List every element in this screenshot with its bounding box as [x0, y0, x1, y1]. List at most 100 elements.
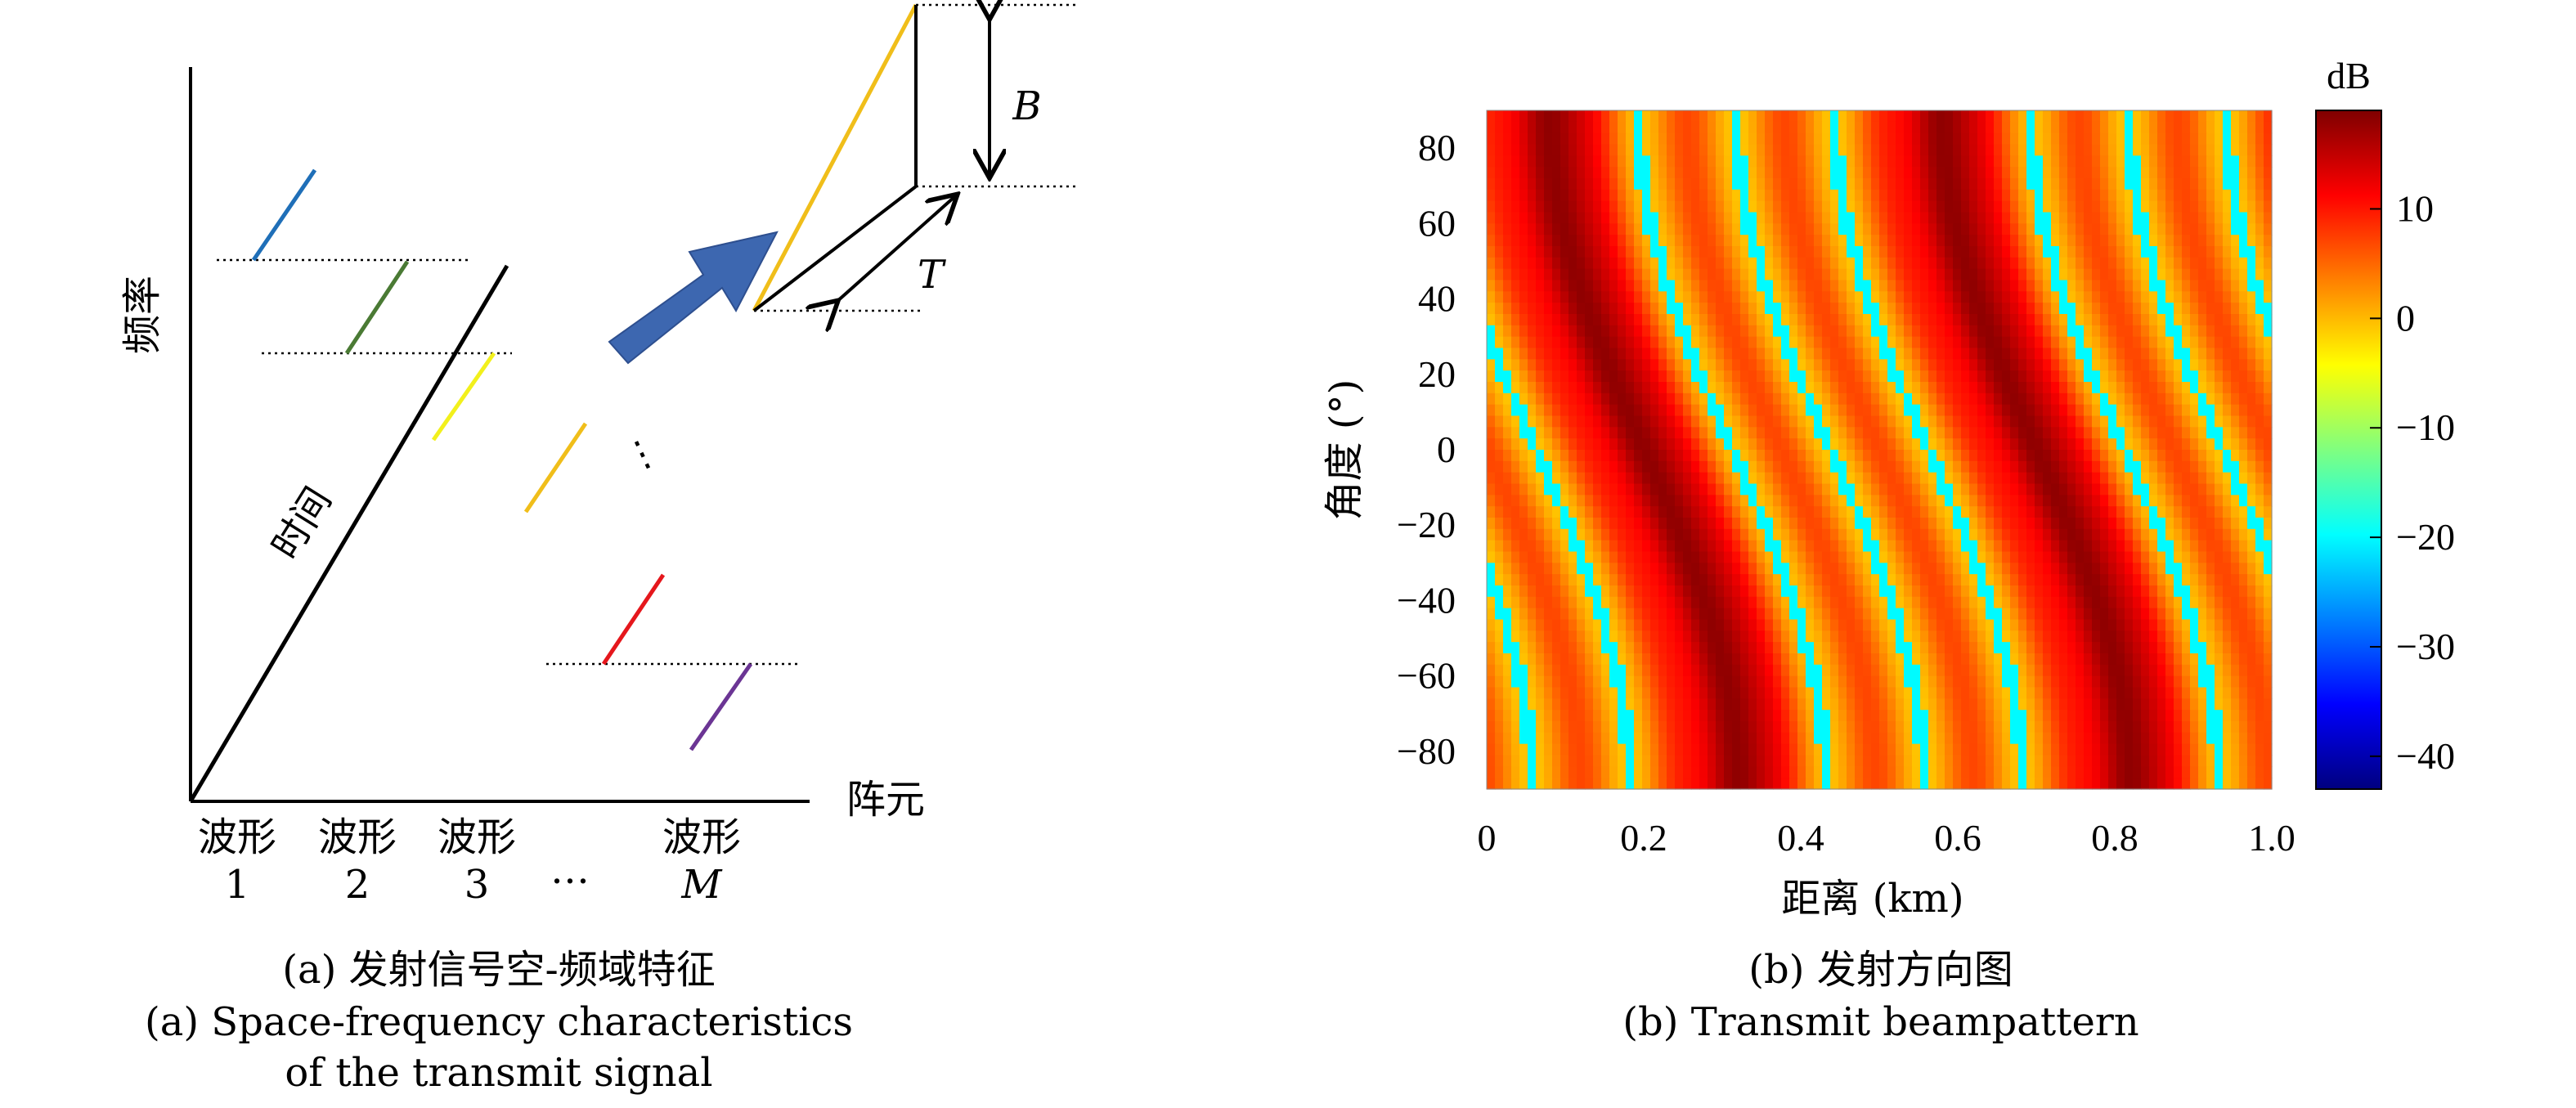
heatmap-cell [2043, 563, 2052, 575]
heatmap-cell [1797, 574, 1806, 586]
heatmap-cell [1667, 178, 1676, 191]
heatmap-cell [2133, 336, 2142, 349]
heatmap-cell [1658, 212, 1667, 224]
heatmap-cell [1928, 585, 1937, 598]
heatmap-cell [1650, 404, 1659, 417]
heatmap-cell [1773, 370, 1782, 383]
heatmap-cell [2116, 393, 2125, 406]
heatmap-cell [2092, 246, 2101, 258]
heatmap-cell [1806, 483, 1815, 496]
heatmap-cell [2215, 359, 2224, 371]
heatmap-cell [1519, 528, 1528, 541]
heatmap-cell [1830, 619, 1839, 631]
heatmap-cell [2206, 551, 2215, 563]
heatmap-cell [2116, 348, 2125, 360]
heatmap-cell [2264, 483, 2273, 496]
heatmap-cell [2182, 518, 2191, 530]
heatmap-cell [1847, 427, 1856, 439]
heatmap-cell [2026, 608, 2035, 621]
heatmap-cell [2141, 189, 2150, 202]
heatmap-cell [2116, 110, 2125, 123]
heatmap-cell [2108, 642, 2117, 654]
heatmap-cell [2206, 438, 2215, 451]
heatmap-cell [1626, 257, 1635, 270]
heatmap-cell [1691, 528, 1700, 541]
heatmap-cell [1724, 167, 1733, 179]
heatmap-cell [1708, 144, 1717, 156]
heatmap-cell [1920, 608, 1929, 621]
heatmap-cell [1936, 200, 1945, 213]
heatmap-cell [1896, 144, 1905, 156]
heatmap-cell [1806, 642, 1815, 654]
heatmap-cell [1781, 664, 1790, 677]
heatmap-cell [1568, 121, 1577, 134]
heatmap-cell [1560, 235, 1569, 247]
heatmap-cell [1528, 121, 1537, 134]
heatmap-cell [2133, 212, 2142, 224]
heatmap-cell [1904, 675, 1913, 689]
heatmap-cell [1757, 280, 1766, 292]
heatmap-cell [1977, 427, 1986, 439]
heatmap-cell [1732, 472, 1741, 485]
heatmap-cell [1593, 642, 1602, 654]
heatmap-cell [1896, 460, 1905, 473]
heatmap-cell [1928, 359, 1937, 371]
heatmap-cell [1536, 528, 1545, 541]
heatmap-cell [2190, 642, 2199, 654]
heatmap-cell [2035, 200, 2044, 213]
heatmap-cell [1757, 518, 1766, 530]
heatmap-cell [1822, 518, 1831, 530]
heatmap-cell [1716, 450, 1725, 462]
heatmap-cell [1503, 664, 1512, 677]
heatmap-cell [2067, 336, 2076, 349]
heatmap-cell [2198, 348, 2207, 360]
heatmap-cell [2035, 223, 2044, 236]
heatmap-cell [2043, 200, 2052, 213]
heatmap-cell [1757, 675, 1766, 689]
heatmap-cell [1740, 495, 1749, 507]
heatmap-cell [1634, 291, 1643, 303]
heatmap-cell [1904, 642, 1913, 654]
heatmap-cell [1699, 246, 1708, 258]
heatmap-cell [1797, 415, 1806, 428]
heatmap-cell [1634, 121, 1643, 134]
heatmap-cell [1822, 619, 1831, 631]
heatmap-cell [1503, 348, 1512, 360]
heatmap-cell [1683, 155, 1692, 168]
heatmap-cell [2026, 506, 2035, 518]
heatmap-cell [2108, 415, 2117, 428]
heatmap-cell [1928, 348, 1937, 360]
heatmap-cell [1806, 506, 1815, 518]
heatmap-cell [1814, 608, 1823, 621]
heatmap-cell [1683, 483, 1692, 496]
heatmap-cell [1650, 212, 1659, 224]
heatmap-cell [2174, 574, 2183, 586]
heatmap-cell [2255, 280, 2264, 292]
heatmap-cell [1593, 563, 1602, 575]
heatmap-cell [2198, 268, 2207, 281]
heatmap-cell [1544, 246, 1553, 258]
heatmap-cell [2198, 189, 2207, 202]
heatmap-cell [1724, 404, 1733, 417]
heatmap-cell [1871, 144, 1880, 156]
heatmap-cell [1528, 653, 1537, 666]
heatmap-cell [2157, 246, 2166, 258]
heatmap-cell [2043, 359, 2052, 371]
heatmap-cell [1912, 155, 1921, 168]
heatmap-cell [1986, 189, 1995, 202]
heatmap-cell [2059, 404, 2068, 417]
heatmap-cell [1863, 336, 1872, 349]
heatmap-cell [1773, 596, 1782, 609]
heatmap-cell [1519, 427, 1528, 439]
heatmap-cell [1642, 404, 1651, 417]
heatmap-cell [1691, 132, 1700, 146]
heatmap-cell [2051, 460, 2060, 473]
heatmap-cell [2239, 675, 2248, 689]
heatmap-cell [1609, 144, 1618, 156]
heatmap-cell [1724, 155, 1733, 168]
heatmap-cell [1830, 359, 1839, 371]
heatmap-cell [2084, 608, 2093, 621]
heatmap-cell [1732, 235, 1741, 247]
heatmap-cell [1994, 404, 2003, 417]
heatmap-cell [2141, 370, 2150, 383]
